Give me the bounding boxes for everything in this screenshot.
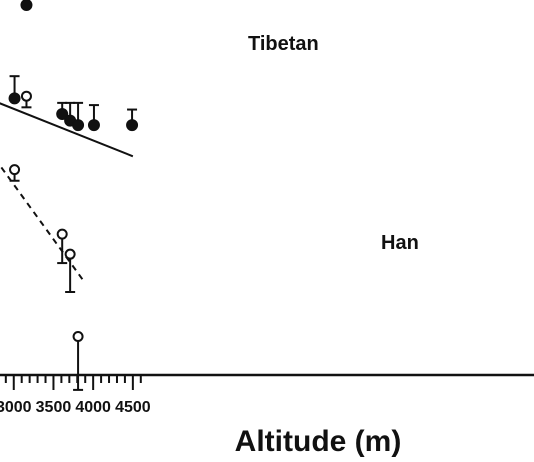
data-point-han (20, 90, 32, 102)
x-tick-label-4000: 4000 (75, 399, 111, 416)
series-label-han: Han (381, 232, 419, 254)
data-point-han (64, 248, 76, 260)
series-label-tibetan: Tibetan (248, 33, 319, 55)
data-point-tibetan (87, 119, 100, 132)
data-point-tibetan (126, 119, 139, 132)
data-points (8, 0, 139, 342)
data-point-tibetan (8, 92, 21, 105)
data-point-tibetan (72, 119, 85, 132)
x-tick-label-3000: 3000 (0, 399, 32, 416)
x-axis-title: Altitude (m) (235, 425, 402, 458)
fit-line-tibetan (0, 102, 134, 158)
x-axis-ticks (4, 375, 142, 390)
fit-line-han (0, 163, 87, 284)
fit-lines (0, 102, 134, 284)
data-point-han (9, 164, 21, 176)
data-point-han (56, 228, 68, 240)
x-tick-label-3500: 3500 (36, 399, 72, 416)
data-point-han (72, 331, 84, 342)
x-tick-label-4500: 4500 (115, 399, 151, 416)
data-point-tibetan (56, 108, 69, 120)
data-point-tibetan (20, 0, 33, 11)
